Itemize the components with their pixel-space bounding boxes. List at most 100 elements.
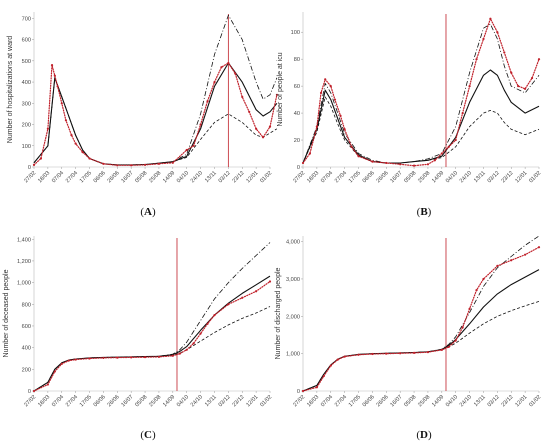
observed-series [302,17,540,167]
x-tick-label: 18/03 [306,394,320,408]
y-tick-label: 80 [294,57,300,63]
x-tick-label: 07/04 [51,394,65,408]
x-tick-label: 27/02 [23,170,37,184]
x-tick-label: 06/06 [362,394,376,408]
x-tick-label: 05/08 [134,170,148,184]
observed-series [302,246,540,392]
x-tick-label: 14/09 [162,394,176,408]
y-axis-label: Number of discharged people [275,267,282,359]
x-tick-label: 01/02 [259,394,273,408]
x-tick-label: 01/02 [528,394,542,408]
y-tick-label: 200 [22,367,31,373]
y-tick-label: 1,000 [17,281,31,287]
y-tick-label: 2,000 [286,314,300,320]
y-axis-label: Number of people at icu [277,52,284,126]
y-tick-label: 1,000 [286,352,300,358]
x-tick-label: 16/07 [120,170,134,184]
x-tick-label: 04/10 [176,394,190,408]
x-tick-label: 07/04 [320,170,334,184]
x-tick-label: 03/12 [218,394,232,408]
x-tick-label: 16/07 [389,170,403,184]
panel-a: 0 100 200 300 400 500 600 700 27/02 18/03 07/04 27/… [7,12,279,218]
x-tick-label: 23/12 [501,394,515,408]
model-series-solid [302,69,540,164]
x-tick-label: 25/08 [417,394,431,408]
observed-series [33,280,271,392]
x-tick-label: 25/08 [148,394,162,408]
model-series-dashed [302,301,540,392]
y-tick-label: 1,200 [17,259,31,265]
x-tick-label: 23/12 [501,170,515,184]
y-tick-label: 1,400 [17,237,31,243]
observed-point [537,58,541,61]
panel-label: (C) [140,429,156,441]
x-tick-label: 25/08 [417,170,431,184]
panel-label: (A) [140,206,156,218]
x-tick-label: 23/12 [232,394,246,408]
panel-c: 0 200 400 600 800 1,000 1,200 1,400 27/02 18/03 07… [3,236,273,441]
y-tick-label: 100 [22,144,31,150]
panel-label: (D) [416,429,432,441]
x-tick-label: 14/09 [431,394,445,408]
x-tick-label: 06/06 [93,170,107,184]
x-tick-label: 17/05 [348,170,362,184]
x-tick-label: 27/04 [334,170,348,184]
x-tick-label: 05/08 [403,394,417,408]
x-tick-label: 12/01 [245,394,259,408]
x-tick-label: 26/06 [107,170,121,184]
y-tick-label: 4,000 [286,240,300,246]
panel-b: 0 20 40 60 80 100 27/02 18/03 07/04 27/04 17/05 06/… [277,12,542,218]
x-tick-label: 13/11 [473,394,487,408]
y-tick-label: 100 [291,30,300,36]
x-tick-label: 26/06 [107,394,121,408]
model-series-solid [33,62,278,166]
panel-label: (B) [417,206,432,218]
y-tick-label: 400 [22,80,31,86]
y-tick-label: 500 [22,59,31,65]
model-series-dashed [302,96,540,164]
y-tick-label: 600 [22,324,31,330]
x-tick-label: 17/05 [79,170,93,184]
y-tick-label: 3,000 [286,277,300,283]
x-tick-label: 14/09 [162,170,176,184]
x-tick-label: 24/10 [190,394,204,408]
x-tick-label: 14/09 [431,170,445,184]
x-tick-label: 12/01 [514,394,528,408]
x-tick-label: 04/10 [176,170,190,184]
x-tick-label: 05/08 [134,394,148,408]
x-tick-label: 03/12 [487,170,501,184]
x-tick-label: 07/04 [320,394,334,408]
x-tick-label: 12/01 [245,170,259,184]
y-axis-label: Number of hospitalizations at ward [7,36,14,143]
y-axis-label: Number of deceased people [3,269,10,357]
y-tick-label: 0 [28,165,31,171]
x-tick-label: 18/03 [306,170,320,184]
x-tick-label: 16/07 [389,394,403,408]
y-tick-label: 300 [22,101,31,107]
model-series-dashdot [302,23,540,164]
x-tick-label: 03/12 [218,170,232,184]
y-tick-label: 40 [294,111,300,117]
x-tick-label: 26/06 [376,394,390,408]
y-tick-label: 400 [22,346,31,352]
x-tick-label: 13/11 [204,394,218,408]
x-tick-label: 12/01 [514,170,528,184]
observed-series [33,62,278,166]
y-tick-label: 20 [294,138,300,144]
model-series-dashed [33,306,271,392]
y-tick-label: 0 [28,389,31,395]
x-tick-label: 17/05 [79,394,93,408]
y-tick-label: 0 [297,165,300,171]
x-tick-label: 06/06 [93,394,107,408]
x-tick-label: 24/10 [459,394,473,408]
x-tick-label: 03/12 [487,394,501,408]
y-tick-label: 0 [297,389,300,395]
x-tick-label: 27/04 [65,394,79,408]
x-tick-label: 04/10 [445,394,459,408]
x-tick-label: 24/10 [190,170,204,184]
model-series-solid [302,269,540,392]
x-tick-label: 07/04 [51,170,65,184]
x-tick-label: 06/06 [362,170,376,184]
x-tick-label: 26/06 [376,170,390,184]
